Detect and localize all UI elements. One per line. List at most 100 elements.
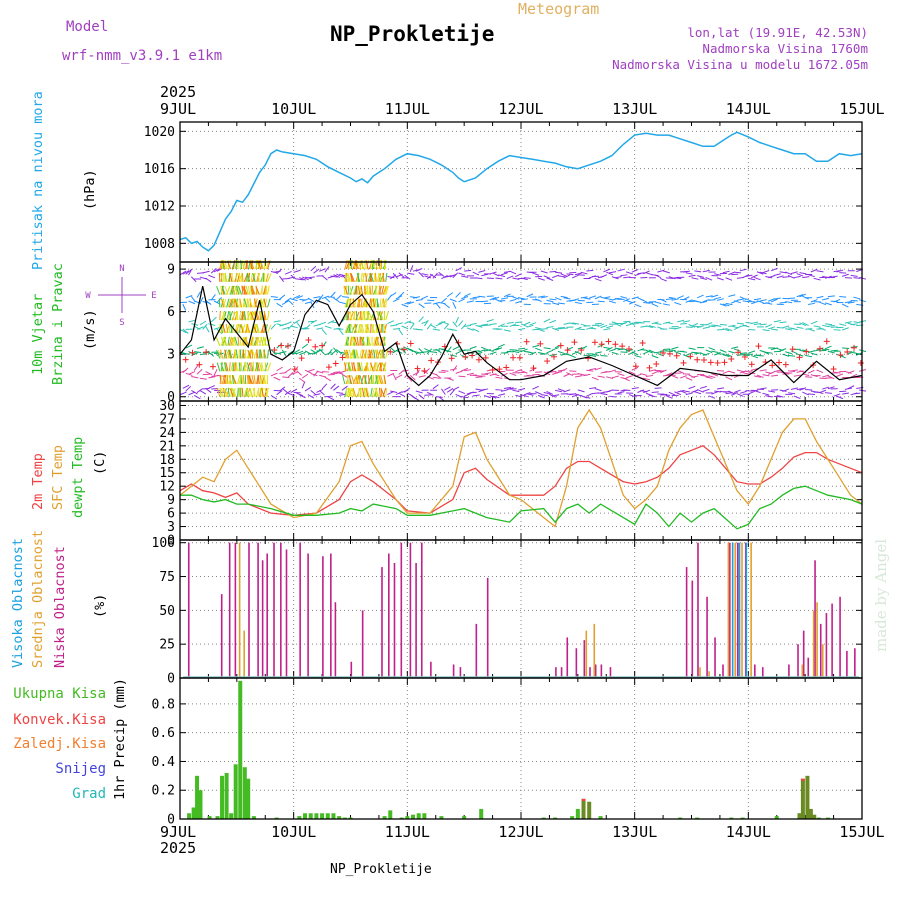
wind-arrow	[222, 375, 225, 385]
wind-arrow	[711, 391, 719, 395]
wind-arrow	[276, 366, 283, 372]
wind-arrow	[697, 275, 705, 278]
wind-arrow	[594, 388, 602, 392]
cloud-bar-mid	[812, 610, 815, 678]
wind-arrow	[668, 296, 676, 300]
precip-bar	[812, 814, 817, 819]
wind-arrow	[770, 347, 778, 351]
wind-arrow	[697, 325, 705, 329]
wind-arrow	[506, 275, 514, 280]
wind-arrow	[537, 328, 545, 332]
wind-arrow	[202, 270, 210, 274]
wind-arrow	[665, 298, 673, 300]
cloud-bar-high	[745, 542, 748, 678]
wind-arrow	[549, 270, 557, 273]
wind-arrow	[597, 300, 605, 303]
wind-arrow	[841, 327, 849, 331]
wind-arrow	[671, 346, 679, 350]
wind-arrow	[424, 275, 432, 279]
wind-arrow	[844, 370, 852, 374]
wind-arrow	[782, 325, 790, 329]
wind-arrow	[449, 354, 457, 357]
wind-arrow	[364, 349, 367, 359]
wind-arrow	[481, 388, 489, 391]
wind-arrow	[423, 319, 429, 327]
wind-arrow	[674, 350, 682, 355]
wind-arrow	[648, 369, 656, 372]
wind-arrow	[657, 269, 665, 273]
wind-arrow	[287, 392, 295, 397]
y-tick-label: 6	[167, 305, 175, 320]
wind-arrow	[302, 298, 309, 302]
wind-arrow	[739, 352, 747, 355]
wind-arrow	[762, 329, 770, 332]
wind-arrow	[220, 311, 225, 321]
wind-arrow	[827, 324, 835, 327]
wind-arrow	[455, 316, 459, 324]
wind-arrow	[535, 391, 542, 395]
wind-arrow	[495, 376, 503, 379]
wind-arrow	[583, 373, 591, 377]
wind-arrow	[267, 337, 272, 346]
cloud-bar-low	[248, 542, 250, 678]
wind-arrow	[293, 294, 301, 299]
cloud-bar-low	[299, 542, 301, 678]
wind-arrow	[640, 373, 648, 376]
precip-bar	[195, 775, 200, 819]
wind-arrow	[284, 271, 292, 275]
wind-arrow	[347, 362, 351, 372]
wind-arrow	[699, 277, 707, 280]
wind-arrow	[506, 387, 514, 391]
wind-arrow	[620, 274, 628, 277]
wind-arrow	[310, 389, 317, 396]
wind-arrow	[691, 323, 699, 327]
wind-arrow	[235, 349, 239, 359]
precip-bar	[575, 808, 580, 819]
wind-arrow	[714, 273, 722, 276]
wind-arrow	[685, 272, 693, 275]
wind-arrow	[279, 386, 286, 392]
wind-arrow	[234, 349, 237, 359]
wind-arrow	[500, 389, 509, 392]
precip-bar	[238, 680, 243, 819]
wind-arrow	[645, 349, 653, 354]
wind-arrow	[537, 277, 545, 281]
wind-arrow	[665, 321, 673, 325]
wind-arrow	[785, 351, 793, 355]
wind-arrow	[415, 299, 423, 302]
wind-arrow	[589, 354, 597, 357]
wind-arrow	[682, 320, 690, 323]
wind-arrow	[373, 349, 376, 359]
wind-arrow	[382, 298, 387, 308]
wind-arrow	[313, 268, 320, 274]
wind-arrow	[810, 299, 818, 303]
wind-arrow	[589, 327, 597, 330]
wind-arrow	[339, 393, 347, 396]
wind-arrow	[790, 369, 798, 372]
cloud-bar-low	[228, 542, 231, 678]
wind-arrow	[222, 298, 226, 308]
wind-arrow	[466, 300, 474, 303]
wind-arrow	[532, 385, 539, 390]
wind-arrow	[443, 323, 450, 330]
wind-arrow	[223, 362, 228, 372]
t2m-line	[179, 445, 863, 516]
wind-arrow	[711, 294, 719, 298]
wind-arrow	[799, 387, 807, 391]
wind-arrow	[361, 336, 365, 346]
wind-arrow	[383, 362, 387, 372]
day-label-bottom: 15JUL	[839, 823, 884, 841]
wind-arrow	[753, 375, 761, 378]
wind-arrow	[455, 267, 463, 272]
wind-arrow	[382, 349, 385, 359]
wind-arrow	[725, 327, 733, 332]
precip-bar	[541, 817, 546, 819]
wind-arrow	[827, 386, 835, 390]
precip-bar	[581, 798, 586, 819]
wind-arrow	[637, 389, 645, 393]
wind-arrow	[642, 270, 650, 275]
wind-arrow	[569, 271, 577, 274]
wind-arrow	[333, 274, 341, 278]
y-tick-label: 18	[159, 453, 175, 468]
wind-arrow	[591, 353, 600, 357]
